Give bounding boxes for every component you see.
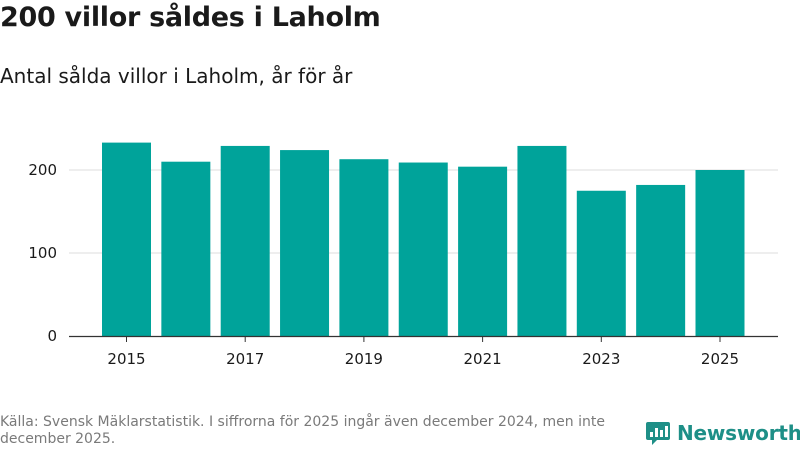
y-tick-label-100: 100 (28, 244, 57, 262)
x-tick-label-2015: 2015 (107, 350, 145, 368)
bar-2017 (220, 145, 270, 336)
x-tick-label-2025: 2025 (701, 350, 739, 368)
bar-2018 (280, 150, 330, 336)
chart-title: 200 villor såldes i Laholm (0, 2, 381, 33)
bar-2016 (161, 161, 211, 336)
axes: 0 100 200 2015 2017 2019 2021 2023 2025 (28, 161, 778, 368)
newsworthy-logo-icon (646, 422, 670, 445)
bar-2024 (636, 184, 686, 336)
bar-2019 (339, 159, 389, 336)
brand-logo: Newsworthy (645, 419, 800, 447)
x-tick-label-2023: 2023 (582, 350, 620, 368)
chart-subtitle: Antal sålda villor i Laholm, år för år (0, 64, 353, 88)
bar-2020 (398, 162, 448, 336)
x-tick-label-2017: 2017 (226, 350, 264, 368)
bar-2022 (517, 145, 567, 336)
bar-2023 (576, 190, 626, 336)
x-tick-label-2019: 2019 (345, 350, 383, 368)
y-tick-label-200: 200 (28, 161, 57, 179)
bar-2021 (458, 166, 508, 336)
brand-name: Newsworthy (677, 421, 800, 445)
source-note: Källa: Svensk Mäklarstatistik. I siffror… (0, 414, 605, 447)
bar-2025 (695, 170, 745, 336)
bar-2015 (102, 142, 151, 336)
x-tick-label-2021: 2021 (464, 350, 502, 368)
bar-chart: 0 100 200 2015 2017 2019 2021 2023 2025 (28, 142, 778, 368)
y-tick-label-0: 0 (47, 327, 57, 345)
bars (102, 142, 745, 336)
